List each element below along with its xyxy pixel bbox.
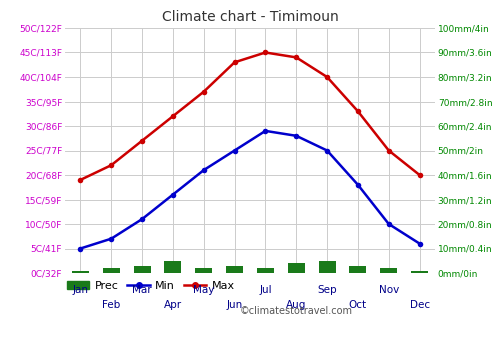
Bar: [257, 268, 274, 273]
Text: Nov: Nov: [378, 285, 399, 295]
Text: Jun: Jun: [226, 300, 242, 310]
Bar: [196, 268, 212, 273]
Bar: [411, 271, 428, 273]
Text: ©climatestotravel.com: ©climatestotravel.com: [240, 306, 353, 316]
Text: Oct: Oct: [349, 300, 367, 310]
Text: Apr: Apr: [164, 300, 182, 310]
Title: Climate chart - Timimoun: Climate chart - Timimoun: [162, 10, 338, 24]
Bar: [134, 266, 150, 273]
Bar: [350, 266, 366, 273]
Text: Aug: Aug: [286, 300, 306, 310]
Text: Mar: Mar: [132, 285, 152, 295]
Bar: [380, 268, 397, 273]
Text: Jan: Jan: [72, 285, 88, 295]
Bar: [103, 268, 120, 273]
Text: Jul: Jul: [259, 285, 272, 295]
Bar: [72, 271, 89, 273]
Bar: [318, 261, 336, 273]
Bar: [288, 263, 304, 273]
Legend: Prec, Min, Max: Prec, Min, Max: [67, 281, 235, 291]
Bar: [164, 261, 182, 273]
Bar: [226, 266, 243, 273]
Text: Sep: Sep: [318, 285, 337, 295]
Text: Dec: Dec: [410, 300, 430, 310]
Text: May: May: [193, 285, 214, 295]
Text: Feb: Feb: [102, 300, 120, 310]
